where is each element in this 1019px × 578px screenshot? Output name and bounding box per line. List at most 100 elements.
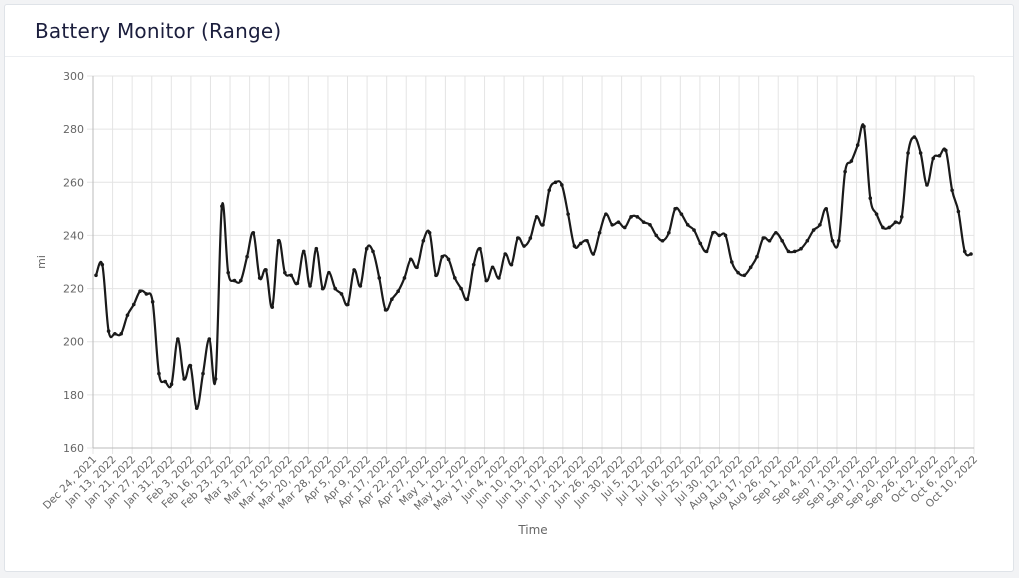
data-point <box>497 276 501 280</box>
data-point <box>685 223 690 227</box>
data-point <box>622 225 627 230</box>
data-point <box>541 223 545 227</box>
x-axis-label: Time <box>517 523 547 537</box>
chart-card: Battery Monitor (Range) 160 180 200 220 240 2… <box>4 4 1014 572</box>
data-point <box>547 188 552 193</box>
data-point <box>830 238 835 243</box>
data-point <box>213 377 218 381</box>
y-tick-label: 180 <box>63 389 84 402</box>
data-point <box>931 156 936 161</box>
data-point <box>408 257 413 262</box>
data-point <box>440 254 445 259</box>
data-point <box>868 196 873 201</box>
data-point <box>912 135 917 139</box>
data-point <box>377 276 382 280</box>
grid <box>87 75 975 454</box>
data-point <box>421 238 426 243</box>
data-point <box>346 302 350 307</box>
data-point <box>717 233 721 238</box>
data-point <box>100 262 105 267</box>
data-point <box>283 270 287 275</box>
data-point <box>629 215 633 219</box>
data-point <box>427 230 432 235</box>
data-point <box>446 257 451 262</box>
data-point <box>314 246 319 251</box>
data-point <box>660 238 665 243</box>
data-point <box>289 273 293 278</box>
data-point <box>566 212 570 216</box>
data-point <box>434 273 438 278</box>
data-point <box>226 270 230 275</box>
data-point <box>465 297 470 301</box>
data-point <box>327 270 331 275</box>
data-point <box>534 215 539 219</box>
data-point <box>339 292 344 296</box>
data-point <box>553 180 558 185</box>
data-point <box>238 278 243 283</box>
data-point <box>906 151 910 155</box>
data-point <box>308 284 312 288</box>
data-point <box>131 302 136 307</box>
data-point <box>150 300 155 304</box>
data-point <box>673 207 677 211</box>
data-point <box>648 223 652 227</box>
data-point <box>572 244 577 248</box>
data-point <box>478 246 482 251</box>
data-point <box>509 262 514 267</box>
data-point <box>811 228 816 232</box>
data-point <box>471 262 476 267</box>
data-point <box>106 329 111 333</box>
data-point <box>925 183 929 187</box>
data-point <box>774 230 778 235</box>
data-point <box>301 249 306 254</box>
data-point <box>962 249 967 254</box>
data-point <box>641 220 646 224</box>
data-point <box>849 159 854 163</box>
data-point <box>383 308 388 312</box>
data-point <box>453 276 457 280</box>
data-point <box>761 236 766 240</box>
data-point <box>654 233 659 238</box>
y-tick-label: 260 <box>63 176 84 189</box>
data-point <box>918 151 923 155</box>
data-point <box>616 220 621 224</box>
data-point <box>899 215 904 219</box>
y-tick-label: 220 <box>63 283 84 296</box>
y-axis-label: mi <box>35 255 48 269</box>
data-point <box>585 238 589 243</box>
data-point <box>855 143 860 147</box>
data-point <box>232 278 237 283</box>
data-point <box>207 337 212 341</box>
line-chart: 160 180 200 220 240 260 280 300 Dec 24, 2021Jan… <box>35 70 980 537</box>
data-point <box>415 265 419 270</box>
data-point <box>704 249 709 254</box>
data-point <box>333 286 338 291</box>
card-header: Battery Monitor (Range) <box>5 5 1013 57</box>
data-point <box>264 268 268 272</box>
data-point <box>578 241 583 246</box>
data-point <box>862 124 866 129</box>
data-point <box>176 337 180 341</box>
y-tick-labels: 160 180 200 220 240 260 280 300 <box>63 70 84 455</box>
data-point <box>113 331 117 336</box>
data-point <box>843 169 847 174</box>
data-point <box>767 238 772 243</box>
data-point <box>755 254 759 259</box>
y-tick-label: 300 <box>63 70 84 83</box>
data-point <box>881 225 885 230</box>
data-point <box>748 265 753 270</box>
data-point <box>679 212 684 216</box>
data-point <box>119 331 123 336</box>
data-point <box>736 270 740 275</box>
data-point <box>969 252 973 256</box>
data-point <box>887 225 891 230</box>
data-point <box>251 230 256 235</box>
data-point <box>358 284 363 288</box>
data-point <box>182 377 186 381</box>
data-point <box>257 276 262 280</box>
y-tick-label: 160 <box>63 442 84 455</box>
data-point <box>515 236 520 240</box>
data-point <box>201 371 205 376</box>
data-point <box>723 233 728 238</box>
data-point <box>528 236 533 240</box>
